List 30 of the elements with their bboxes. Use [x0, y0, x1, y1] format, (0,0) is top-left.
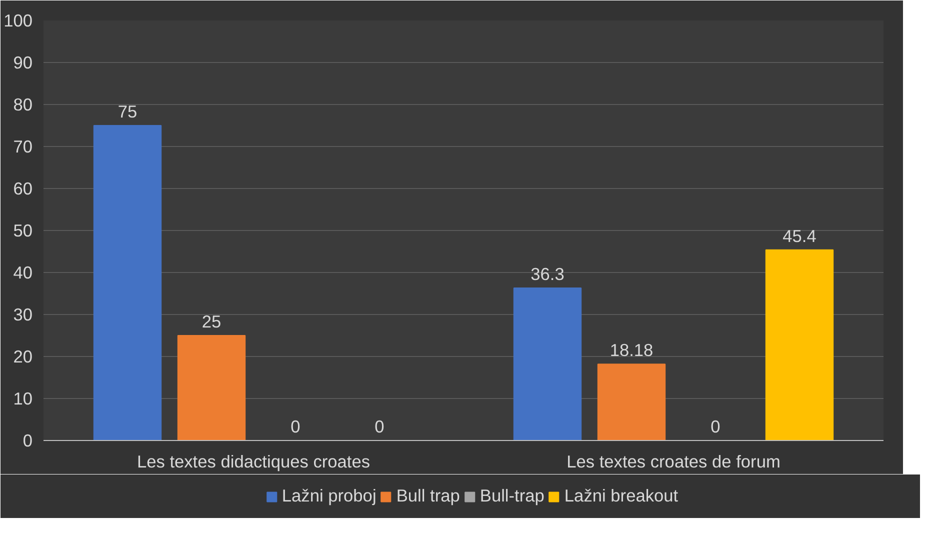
data-label: 0	[290, 416, 300, 436]
data-label: 0	[374, 416, 384, 436]
data-label: 18.18	[610, 340, 654, 360]
y-tick-label: 90	[13, 52, 33, 72]
y-tick-label: 40	[13, 262, 33, 282]
x-tick-label: Les textes didactiques croates	[136, 452, 370, 472]
legend-label: Bull trap	[396, 486, 460, 506]
y-tick-label: 60	[13, 178, 33, 198]
y-tick-label: 10	[13, 388, 33, 408]
data-label: 75	[118, 102, 138, 122]
legend-label: Lažni breakout	[564, 486, 678, 506]
bar	[93, 125, 162, 440]
x-tick-label: Les textes croates de forum	[566, 452, 780, 472]
y-tick-label: 100	[4, 10, 33, 30]
legend-label: Bull-trap	[480, 486, 544, 506]
legend-label: Lažni proboj	[282, 486, 376, 506]
y-tick-label: 50	[13, 220, 33, 240]
y-tick-label: 20	[13, 346, 33, 366]
bar	[765, 249, 834, 440]
bar	[513, 288, 582, 440]
data-label: 25	[202, 312, 222, 332]
y-tick-label: 30	[13, 304, 33, 324]
bar	[597, 364, 666, 440]
y-tick-label: 0	[22, 430, 33, 450]
y-tick-label: 80	[13, 94, 33, 114]
y-tick-label: 70	[13, 136, 33, 156]
data-label: 45.4	[782, 226, 817, 246]
data-label: 36.3	[530, 264, 564, 284]
data-label: 0	[710, 416, 720, 436]
bar	[177, 335, 246, 440]
